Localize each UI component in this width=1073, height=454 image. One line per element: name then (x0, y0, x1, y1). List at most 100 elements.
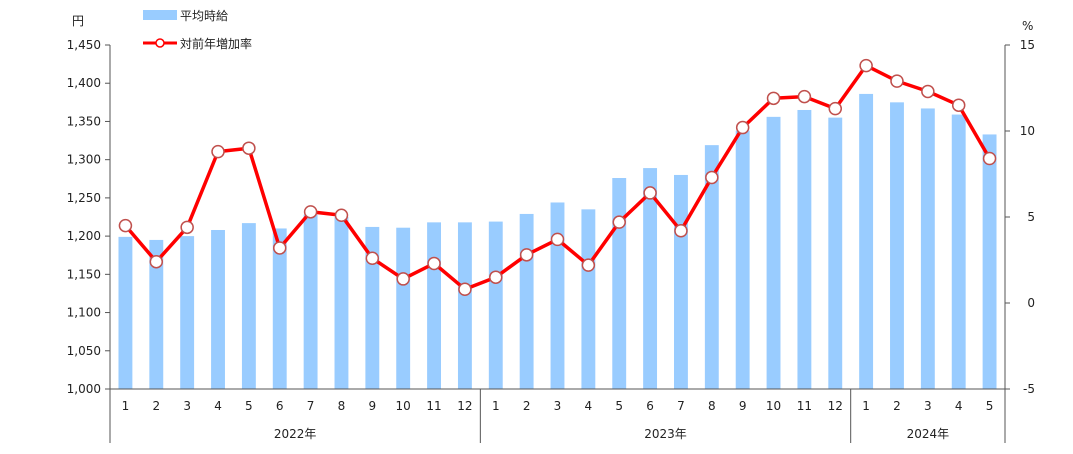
right-axis-tick-label: 15 (1020, 38, 1035, 52)
x-tick-label: 2 (523, 399, 531, 413)
legend-bar-swatch (143, 10, 177, 20)
legend-bar-label: 平均時給 (180, 9, 228, 23)
line-point (859, 58, 873, 73)
line-point (118, 218, 133, 233)
year-label: 2022年 (274, 427, 317, 441)
bar (488, 221, 503, 389)
line-point (365, 251, 380, 266)
x-tick-label: 11 (426, 399, 441, 413)
line-point (458, 282, 472, 296)
bar (334, 217, 349, 389)
x-tick-label: 12 (457, 399, 472, 413)
bar (211, 229, 225, 389)
line-point (674, 224, 688, 238)
left-axis-tick-label: 1,000 (67, 382, 101, 396)
line-point (581, 258, 596, 272)
x-tick-label: 3 (554, 399, 562, 413)
year-label: 2024年 (907, 427, 950, 441)
bar (982, 134, 997, 389)
line-point (735, 120, 750, 135)
x-tick-label: 1 (862, 399, 870, 413)
x-tick-label: 2 (152, 399, 160, 413)
line-point (982, 151, 997, 166)
x-tick-label: 6 (276, 399, 284, 413)
x-tick-label: 4 (214, 399, 222, 413)
line-point (396, 272, 410, 286)
right-axis-tick-label: 0 (1027, 296, 1035, 310)
bar (674, 174, 688, 389)
x-axis: 1 2 3 4 5 6 7 8 9 10 11 12 1 2 3 4 5 6 7 8 9 10 11 12 1 2 3 4 52022年… (109, 388, 1006, 443)
right-axis-tick-label: -5 (1023, 382, 1035, 396)
line-point (797, 89, 812, 104)
bar (828, 117, 843, 389)
x-tick-label: 5 (986, 399, 994, 413)
x-tick-label: 1 (492, 399, 500, 413)
line-point (921, 84, 935, 99)
line-point (211, 144, 225, 159)
line-point (550, 232, 565, 247)
left-axis-tick-label: 1,300 (67, 153, 101, 167)
bar-series (118, 93, 997, 390)
right-axis-tick-label: 10 (1020, 124, 1035, 138)
bar (519, 213, 534, 389)
x-tick-label: 4 (585, 399, 593, 413)
line-point (951, 98, 966, 112)
line-point (766, 91, 781, 106)
left-axis: 1,000 1,050 1,100 1,150 1,200 1,250 1,300 1,350… (67, 38, 111, 396)
x-tick-label: 5 (245, 399, 253, 413)
x-tick-label: 5 (615, 399, 623, 413)
bar (365, 226, 380, 389)
x-tick-label: 2 (893, 399, 901, 413)
bar (612, 178, 627, 389)
line-point (272, 241, 287, 255)
bar (643, 168, 658, 389)
line-point (643, 186, 657, 200)
legend-line-label: 対前年増加率 (180, 36, 252, 51)
bar (766, 116, 781, 389)
bar (457, 222, 472, 389)
bar (890, 102, 904, 389)
bar (272, 228, 287, 389)
left-axis-tick-label: 1,050 (67, 344, 101, 358)
line-point (180, 220, 194, 235)
bar (241, 223, 256, 389)
x-tick-label: 8 (708, 399, 716, 413)
left-axis-tick-label: 1,200 (67, 229, 101, 243)
x-tick-label: 9 (739, 399, 747, 413)
left-axis-tick-label: 1,350 (67, 114, 101, 128)
x-tick-label: 6 (646, 399, 654, 413)
x-tick-label: 9 (369, 399, 377, 413)
left-axis-tick-label: 1,450 (67, 38, 101, 52)
bar (951, 114, 966, 389)
x-tick-label: 3 (183, 399, 191, 413)
bar (396, 227, 411, 389)
line-point (303, 205, 318, 219)
x-tick-label: 10 (766, 399, 781, 413)
legend-line-marker (155, 38, 165, 48)
line-point (705, 170, 719, 185)
left-axis-tick-label: 1,250 (67, 191, 101, 205)
bar (920, 108, 935, 390)
x-tick-label: 7 (307, 399, 315, 413)
year-label: 2023年 (644, 427, 687, 441)
bar (149, 239, 164, 389)
bar (859, 93, 874, 390)
bar (180, 236, 195, 389)
x-tick-label: 3 (924, 399, 932, 413)
line-point (519, 248, 534, 262)
left-axis-unit: 円 (72, 14, 84, 28)
line-series (118, 58, 997, 296)
right-axis: -5 0 5 10 15 (1004, 38, 1035, 396)
x-tick-label: 10 (396, 399, 411, 413)
bar (550, 202, 565, 389)
left-axis-tick-label: 1,150 (67, 267, 101, 281)
bar (118, 236, 133, 389)
bar (704, 145, 719, 389)
x-tick-label: 4 (955, 399, 963, 413)
bar (797, 109, 812, 389)
line-point (890, 74, 904, 88)
x-tick-label: 11 (797, 399, 812, 413)
x-tick-label: 1 (122, 399, 130, 413)
line-point (489, 270, 503, 284)
